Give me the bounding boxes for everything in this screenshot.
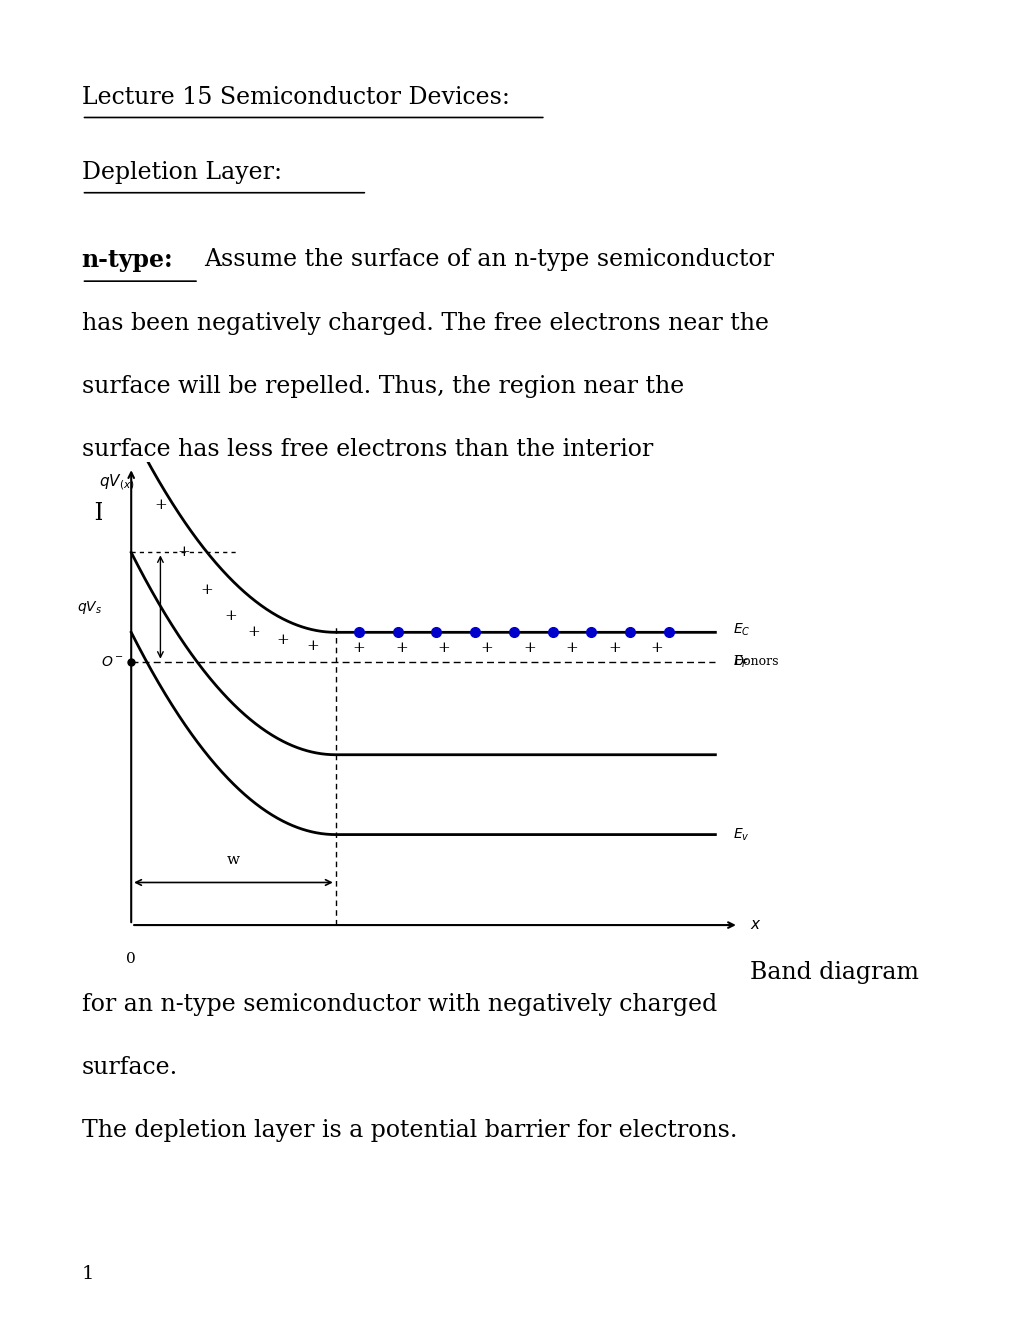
Text: $x$: $x$ — [750, 919, 761, 932]
Text: +: + — [306, 639, 318, 652]
Text: +: + — [565, 642, 578, 655]
Text: +: + — [523, 642, 535, 655]
Text: +: + — [480, 642, 492, 655]
Text: +: + — [224, 610, 236, 623]
Text: +: + — [201, 582, 213, 597]
Text: +: + — [248, 626, 260, 639]
Text: +: + — [437, 642, 450, 655]
Text: $qV_s$: $qV_s$ — [76, 598, 102, 615]
Text: +: + — [177, 545, 190, 560]
Text: +: + — [607, 642, 621, 655]
Text: $E_F$: $E_F$ — [733, 653, 749, 669]
Text: +: + — [650, 642, 662, 655]
Text: +: + — [154, 498, 167, 512]
Text: surface will be repelled. Thus, the region near the: surface will be repelled. Thus, the regi… — [82, 375, 683, 397]
Text: w: w — [226, 853, 239, 866]
Text: +: + — [353, 642, 365, 655]
Text: $qV_{(x)}$: $qV_{(x)}$ — [99, 473, 135, 492]
Text: Depletion Layer:: Depletion Layer: — [82, 161, 281, 183]
Text: $E_C$: $E_C$ — [733, 622, 750, 638]
Text: has been negatively charged. The free electrons near the: has been negatively charged. The free el… — [82, 312, 768, 334]
Text: +: + — [394, 642, 408, 655]
Text: 1: 1 — [82, 1265, 94, 1283]
Text: +: + — [276, 634, 289, 647]
Text: Donors: Donors — [733, 655, 777, 668]
Text: Lecture 15 Semiconductor Devices:: Lecture 15 Semiconductor Devices: — [82, 86, 508, 108]
Text: $E_v$: $E_v$ — [733, 826, 749, 842]
Text: surface has less free electrons than the interior: surface has less free electrons than the… — [82, 438, 652, 461]
Text: surface.: surface. — [82, 1056, 177, 1078]
Text: Depletion layer (space-change region): Depletion layer (space-change region) — [87, 502, 551, 525]
Text: $O^-$: $O^-$ — [101, 655, 124, 669]
Text: Band diagram: Band diagram — [749, 961, 918, 983]
Text: n-type:: n-type: — [82, 248, 173, 272]
Text: The depletion layer is a potential barrier for electrons.: The depletion layer is a potential barri… — [82, 1119, 737, 1142]
Text: 0: 0 — [126, 952, 136, 966]
Text: for an n-type semiconductor with negatively charged: for an n-type semiconductor with negativ… — [82, 993, 716, 1015]
Text: Assume the surface of an n-type semiconductor: Assume the surface of an n-type semicond… — [204, 248, 773, 271]
